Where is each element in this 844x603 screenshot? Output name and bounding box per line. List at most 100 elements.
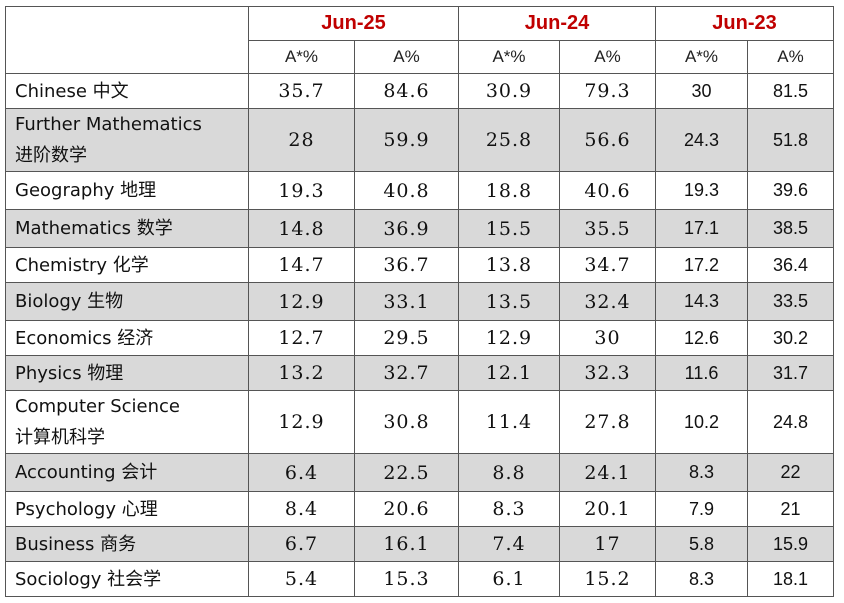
subject-label: 进阶数学 xyxy=(15,145,87,166)
value-cell: 5.8 xyxy=(655,526,748,562)
value-cell: 24.3 xyxy=(655,108,748,172)
value-cell: 17.1 xyxy=(655,209,748,248)
value-cell: 40.8 xyxy=(354,171,459,210)
value-cell: 5.4 xyxy=(248,561,355,597)
value-cell: 27.8 xyxy=(559,390,656,454)
value-cell: 16.1 xyxy=(354,526,459,562)
value-cell: 31.7 xyxy=(747,355,834,391)
subject-label: Chemistry 化学 xyxy=(15,254,149,276)
value-cell: 21 xyxy=(747,491,834,527)
value-cell: 8.4 xyxy=(248,491,355,527)
grade-header: A% xyxy=(354,40,459,74)
value-cell: 14.7 xyxy=(248,247,355,283)
subject-cell: Chinese 中文 xyxy=(5,73,249,109)
value-cell: 29.5 xyxy=(354,320,459,356)
value-cell: 32.3 xyxy=(559,355,656,391)
value-cell: 59.9 xyxy=(354,108,459,172)
value-cell: 36.7 xyxy=(354,247,459,283)
subject-label: Physics 物理 xyxy=(15,362,124,384)
value-cell: 12.9 xyxy=(248,282,355,321)
subject-label: Chinese 中文 xyxy=(15,80,129,102)
table-row: Psychology 心理 8.4 20.6 8.3 20.1 7.9 21 xyxy=(5,491,834,527)
subject-label: Sociology 社会学 xyxy=(15,568,162,590)
value-cell: 30.2 xyxy=(747,320,834,356)
value-cell: 8.8 xyxy=(458,453,560,492)
grade-header: A*% xyxy=(655,40,748,74)
value-cell: 8.3 xyxy=(458,491,560,527)
table-row: Accounting 会计 6.4 22.5 8.8 24.1 8.3 22 xyxy=(5,453,834,492)
value-cell: 30 xyxy=(655,73,748,109)
value-cell: 13.8 xyxy=(458,247,560,283)
table-row: Chinese 中文 35.7 84.6 30.9 79.3 30 81.5 xyxy=(5,73,834,109)
table-row: Economics 经济 12.7 29.5 12.9 30 12.6 30.2 xyxy=(5,320,834,356)
subject-cell: Business 商务 xyxy=(5,526,249,562)
value-cell: 10.2 xyxy=(655,390,748,454)
value-cell: 7.4 xyxy=(458,526,560,562)
table-row: Sociology 社会学 5.4 15.3 6.1 15.2 8.3 18.1 xyxy=(5,561,834,597)
table-row: Computer Science 计算机科学 12.9 30.8 11.4 27.8 10.… xyxy=(5,390,834,454)
value-cell: 38.5 xyxy=(747,209,834,248)
value-cell: 6.4 xyxy=(248,453,355,492)
value-cell: 17.2 xyxy=(655,247,748,283)
value-cell: 36.9 xyxy=(354,209,459,248)
value-cell: 15.2 xyxy=(559,561,656,597)
value-cell: 79.3 xyxy=(559,73,656,109)
value-cell: 6.1 xyxy=(458,561,560,597)
value-cell: 25.8 xyxy=(458,108,560,172)
year-header: Jun-24 xyxy=(458,6,656,41)
value-cell: 30.9 xyxy=(458,73,560,109)
value-cell: 35.5 xyxy=(559,209,656,248)
table-row: Geography 地理 19.3 40.8 18.8 40.6 19.3 39.6 xyxy=(5,171,834,210)
value-cell: 32.4 xyxy=(559,282,656,321)
value-cell: 24.8 xyxy=(747,390,834,454)
subject-cell: Further Mathematics 进阶数学 xyxy=(5,108,249,172)
value-cell: 12.9 xyxy=(248,390,355,454)
subject-cell: Biology 生物 xyxy=(5,282,249,321)
value-cell: 19.3 xyxy=(248,171,355,210)
value-cell: 56.6 xyxy=(559,108,656,172)
subject-label: Mathematics 数学 xyxy=(15,218,173,239)
value-cell: 14.8 xyxy=(248,209,355,248)
subject-cell: Mathematics 数学 xyxy=(5,209,249,248)
value-cell: 51.8 xyxy=(747,108,834,172)
subject-cell: Physics 物理 xyxy=(5,355,249,391)
subject-cell: Sociology 社会学 xyxy=(5,561,249,597)
value-cell: 33.5 xyxy=(747,282,834,321)
value-cell: 15.3 xyxy=(354,561,459,597)
value-cell: 20.6 xyxy=(354,491,459,527)
subject-cell: Geography 地理 xyxy=(5,171,249,210)
subject-label: Computer Science xyxy=(15,396,180,417)
year-header: Jun-25 xyxy=(248,6,459,41)
value-cell: 17 xyxy=(559,526,656,562)
value-cell: 12.6 xyxy=(655,320,748,356)
value-cell: 32.7 xyxy=(354,355,459,391)
table-row: Biology 生物 12.9 33.1 13.5 32.4 14.3 33.5 xyxy=(5,282,834,321)
table-row: Mathematics 数学 14.8 36.9 15.5 35.5 17.1 38.5 xyxy=(5,209,834,248)
value-cell: 22.5 xyxy=(354,453,459,492)
value-cell: 30.8 xyxy=(354,390,459,454)
value-cell: 11.6 xyxy=(655,355,748,391)
value-cell: 30 xyxy=(559,320,656,356)
value-cell: 15.5 xyxy=(458,209,560,248)
value-cell: 12.7 xyxy=(248,320,355,356)
corner-cell xyxy=(5,6,249,74)
grade-header: A*% xyxy=(458,40,560,74)
value-cell: 28 xyxy=(248,108,355,172)
value-cell: 35.7 xyxy=(248,73,355,109)
value-cell: 14.3 xyxy=(655,282,748,321)
value-cell: 33.1 xyxy=(354,282,459,321)
value-cell: 18.8 xyxy=(458,171,560,210)
grade-header: A% xyxy=(747,40,834,74)
value-cell: 8.3 xyxy=(655,453,748,492)
value-cell: 13.5 xyxy=(458,282,560,321)
subject-label: Psychology 心理 xyxy=(15,498,158,520)
subject-label: Business 商务 xyxy=(15,533,137,555)
value-cell: 39.6 xyxy=(747,171,834,210)
value-cell: 22 xyxy=(747,453,834,492)
subject-label: Geography 地理 xyxy=(15,180,157,201)
grade-header: A% xyxy=(559,40,656,74)
subject-cell: Psychology 心理 xyxy=(5,491,249,527)
value-cell: 13.2 xyxy=(248,355,355,391)
value-cell: 12.9 xyxy=(458,320,560,356)
value-cell: 34.7 xyxy=(559,247,656,283)
